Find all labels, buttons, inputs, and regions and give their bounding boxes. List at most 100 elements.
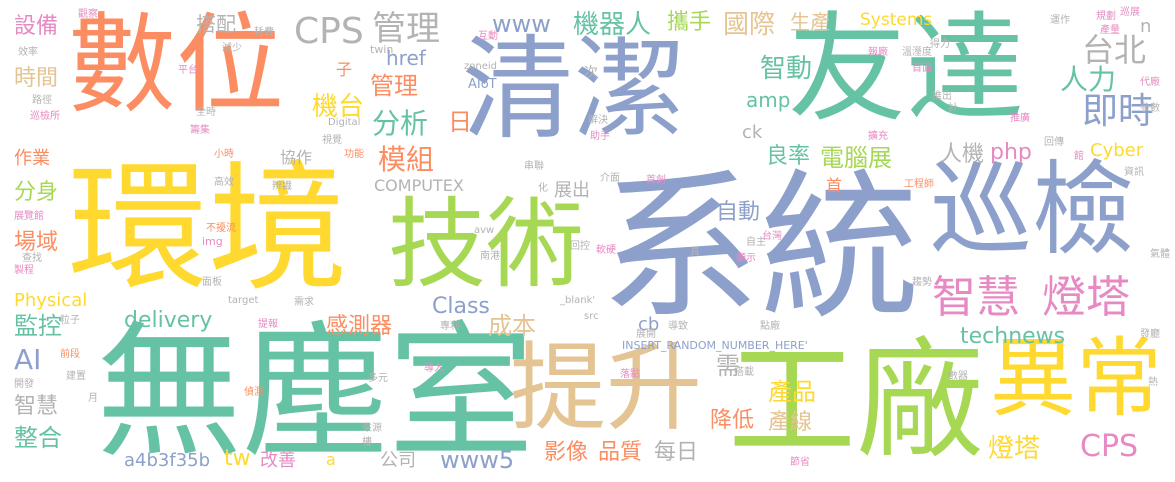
word-wuchenshi: 無塵室 xyxy=(96,320,534,466)
word-guanli-top: 管理 xyxy=(372,12,440,46)
word-bianshi: 辨識 xyxy=(272,182,292,192)
word-n: n xyxy=(1140,18,1151,36)
word-zhihui-big: 智慧 xyxy=(932,276,1020,320)
word-taibei: 台北 xyxy=(1082,34,1146,66)
word-class: Class xyxy=(432,296,490,318)
word-haofei: 耗費 xyxy=(254,28,274,38)
word-dashiji: 搭載 xyxy=(734,368,754,378)
word-shijian: 時間 xyxy=(14,68,58,90)
word-shouhua: 首面 xyxy=(912,64,932,74)
word-jianzhi: 建置 xyxy=(66,372,86,382)
word-mozu: 模組 xyxy=(378,146,434,174)
word-computex: COMPUTEX xyxy=(374,178,464,194)
word-shouchuang: 首創 xyxy=(646,176,666,186)
word-gongchang: 工廠 xyxy=(728,338,984,466)
word-ri: 日 xyxy=(448,110,472,134)
word-cps-top: CPS xyxy=(294,14,364,50)
word-guicheng: 規劃 xyxy=(1096,12,1116,22)
word-huikong: 回控 xyxy=(570,242,590,252)
word-chanxian: 產線 xyxy=(768,412,812,434)
word-shuwei: 數位 xyxy=(68,12,284,120)
word-cps-bottom: CPS xyxy=(1080,432,1138,462)
word-dengta-big: 燈塔 xyxy=(1042,276,1130,320)
word-qiti: 氣體 xyxy=(1150,250,1170,260)
word-yue: 月 xyxy=(88,394,98,404)
word-fenshen: 分身 xyxy=(14,182,58,204)
word-wenshidu: 溫溼度 xyxy=(902,48,932,58)
word-guanli2: 管理 xyxy=(370,74,418,98)
word-xiezuo: 協作 xyxy=(280,150,312,166)
word-xunjian: 巡檢 xyxy=(930,160,1134,262)
word-lizi: 粒子 xyxy=(60,316,80,326)
word-jishu: 技術 xyxy=(388,196,584,294)
word-zhanlanguan: 展覽館 xyxy=(14,212,44,222)
word-guancha: 觀察 xyxy=(78,10,98,20)
word-ruanying: 軟硬 xyxy=(596,246,616,256)
word-blank: _blank' xyxy=(560,296,595,306)
word-zixun: 資訊 xyxy=(1124,168,1144,178)
word-jianshao: 減少 xyxy=(222,44,242,54)
word-gongsi: 公司 xyxy=(380,452,416,470)
word-ganceqi: 感測器 xyxy=(326,316,392,338)
word-ck: ck xyxy=(742,124,762,142)
word-gaoxiao: 高效 xyxy=(214,178,234,188)
word-tuichu: 推出 xyxy=(932,92,952,102)
word-chazhao: 查找 xyxy=(22,254,42,264)
word-xianshi: 顯示 xyxy=(736,254,756,264)
word-technews: technews xyxy=(960,326,1065,348)
word-daoru: 導入 xyxy=(424,364,444,374)
word-daozhi: 導致 xyxy=(668,322,688,332)
word-zhence: 偵測 xyxy=(244,388,264,398)
word-zhanchu: 展出 xyxy=(554,182,590,200)
word-re: 熱 xyxy=(1148,378,1158,388)
word-a4b3f35b: a4b3f35b xyxy=(124,452,210,470)
word-shijue: 視覺 xyxy=(322,136,342,146)
word-huichuan: 回傳 xyxy=(1044,138,1064,148)
word-zhidong: 智動 xyxy=(760,56,812,82)
word-buduanliu: 不擾流 xyxy=(206,224,236,234)
word-jiemian: 介面 xyxy=(600,174,620,184)
word-src: src xyxy=(584,312,599,322)
word-zidong: 自動 xyxy=(716,202,760,224)
word-gaishan: 改善 xyxy=(260,452,296,470)
word-a: a xyxy=(326,452,336,468)
word-insert: INSERT_RANDOM_NUMBER_HERE' xyxy=(622,340,808,351)
word-pinzhi: 品質 xyxy=(598,442,642,464)
word-jiankong: 監控 xyxy=(14,314,62,338)
word-quanshi: 全時 xyxy=(196,108,216,118)
word-zhushou: 助手 xyxy=(590,132,610,142)
word-ji: 計 xyxy=(948,104,958,114)
word-shengchan: 生產 xyxy=(790,12,830,32)
word-xiaoshi: 小時 xyxy=(214,150,234,160)
word-dianchang: 點廠 xyxy=(760,322,780,332)
word-physical: Physical xyxy=(14,292,87,310)
word-guan: 館 xyxy=(1074,152,1084,162)
word-chouji: 籌集 xyxy=(190,126,210,136)
word-yunzuo: 運作 xyxy=(1050,16,1070,26)
word-lou: 樓 xyxy=(362,438,372,448)
word-digital: Digital xyxy=(328,118,360,128)
word-zhenghe: 整合 xyxy=(14,426,62,450)
word-renji: 人機 xyxy=(940,144,984,166)
word-lujing: 路徑 xyxy=(32,96,52,106)
word-ju: 具 xyxy=(690,248,700,258)
word-canshu: 參數 xyxy=(1140,104,1160,114)
word-tw: tw xyxy=(224,448,251,470)
word-lianglv: 良率 xyxy=(766,146,810,168)
word-kuochong: 擴充 xyxy=(868,132,888,142)
word-jiejue: 解決 xyxy=(588,116,608,126)
word-zhuanli: 專利 xyxy=(440,322,460,332)
word-jiesheng: 節省 xyxy=(790,458,810,468)
word-qianduan: 前段 xyxy=(60,350,80,360)
word-xuqiu: 需求 xyxy=(294,298,314,308)
word-shou: 首 xyxy=(826,178,842,194)
word-dengta2: 燈塔 xyxy=(988,436,1040,462)
word-avw: avw xyxy=(474,226,494,236)
word-cyber: Cyber xyxy=(1090,142,1143,160)
word-nangang: 南港 xyxy=(480,252,500,262)
word-aiot: AIoT xyxy=(468,78,497,91)
word-chengben: 成本 xyxy=(488,314,536,338)
word-renli: 人力 xyxy=(1060,66,1116,94)
word-pingtai: 平台 xyxy=(178,66,198,76)
